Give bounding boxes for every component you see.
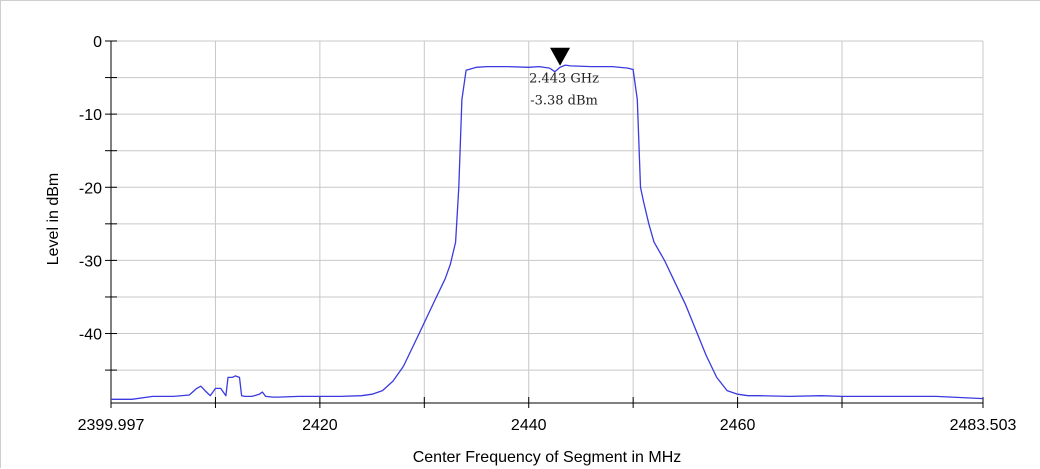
- marker-frequency-label: 2.443 GHz: [529, 72, 599, 87]
- series-group: [111, 64, 984, 400]
- marker-group: 2.443 GHz -3.38 dBm: [529, 47, 599, 109]
- x-tick-label: 2399.997: [78, 417, 145, 434]
- x-axis-label: Center Frequency of Segment in MHz: [413, 449, 682, 466]
- marker-level-label: -3.38 dBm: [530, 94, 598, 109]
- y-tick-label: -10: [79, 107, 102, 124]
- ticks: 0 -10 -20 -30 -40 2399.997 2420 2440 2460 2483.50…: [78, 34, 1017, 434]
- grid: [110, 40, 984, 403]
- marker-triangle-icon: [550, 47, 571, 66]
- x-tick-label: 2483.503: [950, 417, 1017, 434]
- y-tick-label: -20: [79, 180, 102, 197]
- spectrum-trace-line: [111, 64, 984, 400]
- y-tick-label: 0: [93, 34, 102, 51]
- y-tick-label: -40: [79, 327, 102, 344]
- y-tick-label: -30: [79, 253, 102, 270]
- axes: [105, 40, 984, 408]
- plot-area: [111, 41, 983, 403]
- x-tick-label: 2420: [302, 417, 338, 434]
- y-axis-label: Level in dBm: [45, 173, 62, 266]
- x-tick-label: 2440: [511, 417, 547, 434]
- x-tick-label: 2460: [720, 417, 756, 434]
